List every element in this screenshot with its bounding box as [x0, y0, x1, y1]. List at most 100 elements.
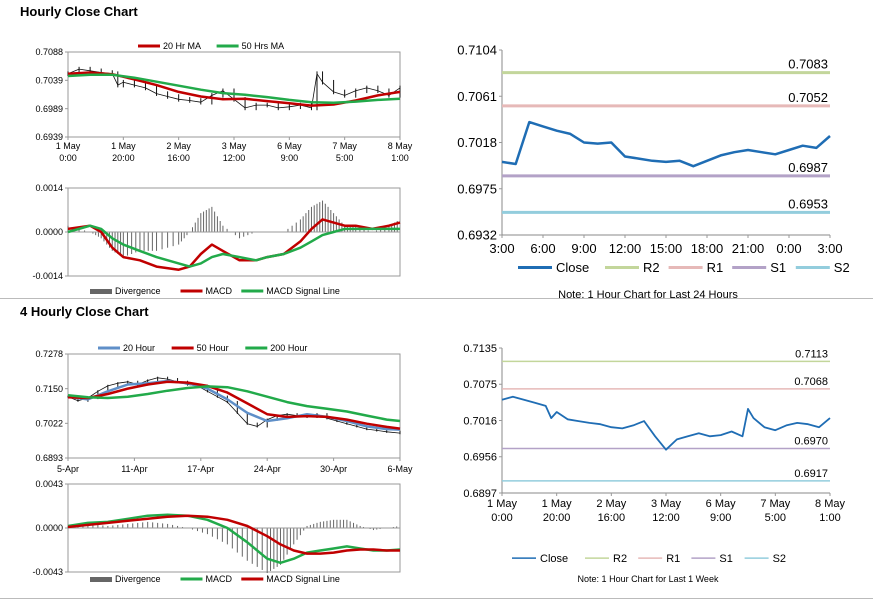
- x-axis-tick-label: 17-Apr: [187, 464, 214, 474]
- four-hourly-macd-chart: 0.0043 0.0000 -0.0043 Divergence MACD MACD Si…: [32, 479, 401, 584]
- y-axis-tick-label: 0.6897: [463, 488, 497, 500]
- x-axis-tick-label: 6:00: [530, 241, 555, 256]
- x-axis-tick-label: 9:00: [571, 241, 596, 256]
- x-axis-tick-label: 1 May: [111, 141, 136, 151]
- y-axis-tick-label: 0.0000: [35, 227, 63, 237]
- legend-label: Close: [556, 260, 589, 275]
- legend-label: Divergence: [115, 286, 161, 296]
- x-axis-tick-label: 1 May: [56, 141, 81, 151]
- close-line: [501, 395, 831, 451]
- legend-label: 50 Hour: [197, 343, 229, 353]
- y-axis-tick-label: 0.7104: [457, 43, 497, 58]
- four-hourly-pivot-chart: 0.7135 0.7075 0.7016 0.6956 0.6897 1 May 0:00 1…: [463, 343, 845, 584]
- legend-label: 50 Hrs MA: [242, 41, 285, 51]
- x-axis-tick-label: 9:00: [710, 512, 731, 524]
- x-axis-tick-label: 12:00: [652, 512, 680, 524]
- y-axis-tick-label: 0.0043: [35, 479, 63, 489]
- x-axis-tick-label: 1 May: [542, 498, 572, 510]
- legend-label: 20 Hour: [123, 343, 155, 353]
- ma-line: [67, 385, 401, 423]
- y-axis-tick-label: 0.6989: [35, 104, 63, 114]
- hourly-section-title: Hourly Close Chart: [20, 4, 138, 19]
- level-label-r1: 0.7068: [794, 376, 828, 388]
- x-axis-tick-label: 2 May: [166, 141, 191, 151]
- x-axis-tick-label: 20:00: [543, 512, 571, 524]
- x-axis-tick-label: 7 May: [332, 141, 357, 151]
- level-label-r1: 0.7052: [788, 90, 828, 105]
- x-axis-tick-label: 3 May: [651, 498, 681, 510]
- x-axis-tick-label: 11-Apr: [121, 464, 147, 474]
- x-axis-tick-label: 8 May: [815, 498, 845, 510]
- y-axis-tick-label: 0.0014: [35, 183, 63, 193]
- y-axis-tick-label: 0.6975: [457, 181, 497, 196]
- legend-label: S2: [773, 553, 786, 565]
- x-axis-tick-label: 1:00: [391, 153, 409, 163]
- macd-line: [67, 218, 401, 271]
- legend-label: R2: [613, 553, 627, 565]
- y-axis-tick-label: 0.7278: [35, 349, 63, 359]
- legend-label: MACD Signal Line: [266, 286, 340, 296]
- y-axis-tick-label: 0.7150: [35, 384, 63, 394]
- level-label-s1: 0.6970: [794, 436, 828, 448]
- legend-label: S1: [719, 553, 732, 565]
- x-axis-tick-label: 3 May: [222, 141, 247, 151]
- legend-label: 200 Hour: [270, 343, 307, 353]
- macd-line: [67, 514, 400, 555]
- x-axis-tick-label: 8 May: [388, 141, 413, 151]
- x-axis-tick-label: 1:00: [819, 512, 840, 524]
- y-axis-tick-label: 0.6893: [35, 453, 63, 463]
- legend-swatch: [90, 289, 112, 294]
- x-axis-tick-label: 3:00: [489, 241, 514, 256]
- y-axis-tick-label: 0.7075: [463, 379, 497, 391]
- four-hourly-section-title: 4 Hourly Close Chart: [20, 304, 149, 319]
- x-axis-tick-label: 9:00: [281, 153, 299, 163]
- legend-label: S1: [770, 260, 786, 275]
- legend-label: Close: [540, 553, 568, 565]
- x-axis-tick-label: 7 May: [760, 498, 790, 510]
- y-axis-tick-label: 0.0000: [35, 523, 63, 533]
- ma-line: [67, 380, 401, 430]
- x-axis-tick-label: 12:00: [223, 153, 246, 163]
- legend-label: 20 Hr MA: [163, 41, 201, 51]
- plot-area: [67, 353, 401, 459]
- x-axis-tick-label: 15:00: [650, 241, 683, 256]
- chart-note: Note: 1 Hour Chart for Last 1 Week: [578, 574, 719, 584]
- y-axis-tick-label: 0.6939: [35, 132, 63, 142]
- x-axis-tick-label: 24-Apr: [254, 464, 281, 474]
- x-axis-tick-label: 0:00: [491, 512, 512, 524]
- ma-line: [67, 73, 401, 105]
- x-axis-tick-label: 18:00: [691, 241, 724, 256]
- x-axis-tick-label: 0:00: [59, 153, 77, 163]
- chart-note: Note: 1 Hour Chart for Last 24 Hours: [558, 289, 738, 301]
- x-axis-tick-label: 6 May: [277, 141, 302, 151]
- level-label-r2: 0.7083: [788, 57, 828, 72]
- y-axis-tick-label: 0.7022: [35, 418, 63, 428]
- y-axis-tick-label: 0.7018: [457, 135, 497, 150]
- x-axis-tick-label: 6-May: [387, 464, 413, 474]
- x-axis-tick-label: 21:00: [732, 241, 765, 256]
- level-label-s1: 0.6987: [788, 160, 828, 175]
- legend-swatch: [90, 577, 112, 582]
- level-label-s2: 0.6953: [788, 196, 828, 211]
- legend-label: MACD: [206, 286, 233, 296]
- x-axis-tick-label: 20:00: [112, 153, 135, 163]
- legend-label: S2: [834, 260, 850, 275]
- macd-line: [67, 224, 400, 268]
- legend-label: MACD: [206, 574, 233, 584]
- y-axis-tick-label: 0.7016: [463, 415, 497, 427]
- legend-label: R1: [707, 260, 724, 275]
- x-axis-tick-label: 30-Apr: [320, 464, 347, 474]
- x-axis-tick-label: 6 May: [706, 498, 736, 510]
- legend-label: R2: [643, 260, 660, 275]
- y-axis-tick-label: 0.7039: [35, 75, 63, 85]
- x-axis-tick-label: 2 May: [596, 498, 626, 510]
- ma-line: [67, 379, 401, 431]
- section-divider: [0, 298, 873, 299]
- y-axis-tick-label: 0.6956: [463, 452, 497, 464]
- x-axis-tick-label: 16:00: [167, 153, 190, 163]
- close-line: [501, 120, 831, 168]
- y-axis-tick-label: 0.7135: [463, 343, 497, 355]
- hourly-macd-chart: 0.0014 0.0000 -0.0014 Divergence MACD MACD Si…: [32, 183, 401, 296]
